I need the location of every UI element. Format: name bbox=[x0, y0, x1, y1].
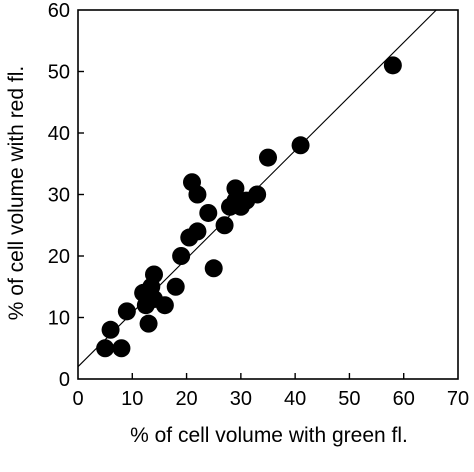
data-point bbox=[117, 302, 136, 321]
data-point bbox=[291, 136, 310, 155]
data-point bbox=[383, 56, 402, 75]
data-point bbox=[172, 247, 191, 265]
y-axis-label: % of cell volume with red fl. bbox=[5, 66, 28, 320]
x-tick-label: 60 bbox=[393, 388, 415, 410]
data-point bbox=[145, 265, 163, 284]
y-tick-label: 50 bbox=[48, 62, 70, 84]
y-tick-label: 10 bbox=[48, 308, 70, 330]
x-tick-label: 50 bbox=[338, 388, 360, 410]
x-tick-label: 40 bbox=[284, 388, 306, 410]
data-point bbox=[204, 259, 223, 278]
y-tick-label: 0 bbox=[59, 369, 70, 391]
data-point bbox=[166, 277, 185, 296]
y-tick-label: 30 bbox=[48, 185, 70, 207]
y-tick-label: 20 bbox=[48, 246, 70, 268]
data-point bbox=[96, 339, 115, 358]
data-point bbox=[248, 185, 267, 204]
y-tick-label: 40 bbox=[48, 123, 70, 145]
data-point bbox=[215, 216, 234, 235]
x-tick-label: 20 bbox=[175, 388, 197, 410]
data-point bbox=[101, 320, 120, 339]
x-axis-label: % of cell volume with green fl. bbox=[130, 424, 408, 447]
data-point bbox=[112, 339, 131, 358]
x-tick-label: 70 bbox=[447, 388, 469, 410]
y-tick-label: 60 bbox=[48, 0, 70, 22]
x-tick-label: 10 bbox=[121, 388, 143, 410]
axis-ticks: 0 10 20 30 40 50 60 70 0 10 20 30 40 50 60 bbox=[48, 0, 469, 410]
data-point bbox=[226, 179, 245, 198]
data-point bbox=[155, 296, 174, 315]
data-point bbox=[139, 314, 158, 333]
data-point bbox=[259, 148, 277, 167]
data-point bbox=[199, 203, 218, 222]
data-point bbox=[188, 185, 207, 204]
x-tick-label: 0 bbox=[72, 388, 83, 410]
x-tick-label: 30 bbox=[230, 388, 252, 410]
data-points bbox=[96, 56, 402, 358]
data-point bbox=[188, 222, 207, 241]
